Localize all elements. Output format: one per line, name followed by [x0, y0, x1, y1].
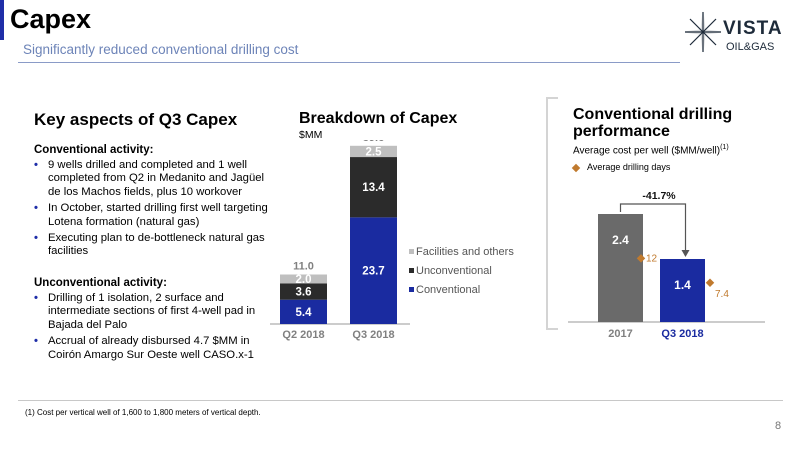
unconventional-list: Drilling of 1 isolation, 2 surface and i…	[34, 292, 269, 365]
unconventional-heading: Unconventional activity:	[34, 277, 167, 289]
drilling-days-label: 7.4	[715, 289, 729, 300]
bar	[660, 259, 705, 322]
legend-label: Facilities and others	[416, 246, 514, 258]
x-tick-label: 2017	[608, 328, 632, 340]
bar-segment	[280, 299, 327, 324]
bar-value-label: 13.4	[362, 182, 385, 194]
x-tick-label: Q3 2018	[352, 329, 394, 341]
capex-unit-label: $MM	[299, 129, 323, 141]
legend-swatch	[409, 249, 414, 254]
legend-swatch	[409, 268, 414, 273]
section-bracket	[546, 97, 558, 330]
bar-total-label: 39.6	[363, 140, 384, 144]
performance-chart-title: Conventional drilling performance	[573, 106, 733, 140]
legend-label: Conventional	[416, 284, 480, 296]
footnote: (1) Cost per vertical well of 1,600 to 1…	[25, 408, 261, 417]
bar-value-label: 3.6	[296, 287, 312, 299]
drilling-days-marker	[705, 278, 715, 288]
list-item: 9 wells drilled and completed and 1 well…	[34, 159, 269, 199]
reduction-arrowhead-icon	[681, 250, 690, 257]
legend-label: Unconventional	[416, 265, 492, 277]
list-item: In October, started drilling first well …	[34, 202, 269, 229]
bar-value-label: 2.4	[612, 233, 629, 247]
page-subtitle: Significantly reduced conventional drill…	[23, 42, 299, 57]
bar	[598, 214, 643, 322]
footnote-ref: (1)	[720, 144, 729, 151]
footnote-divider	[18, 400, 783, 401]
bar-value-label: 1.4	[674, 278, 691, 292]
page-title: Capex	[10, 4, 92, 34]
list-item: Executing plan to de-bottleneck natural …	[34, 232, 269, 259]
bar-total-label: 11.0	[293, 261, 314, 273]
logo-wordmark: VISTA	[723, 18, 783, 39]
conventional-list: 9 wells drilled and completed and 1 well…	[34, 159, 269, 262]
bar-segment	[350, 157, 397, 218]
bar-segment	[350, 217, 397, 324]
bar-value-label: 23.7	[362, 266, 384, 278]
x-tick-label: Q2 2018	[282, 329, 324, 341]
drilling-days-label: 12	[646, 253, 658, 264]
star-logo-icon	[684, 11, 722, 53]
page-number: 8	[775, 420, 782, 432]
bar-segment	[280, 274, 327, 284]
legend-swatch	[409, 287, 414, 292]
header-divider	[18, 62, 680, 63]
performance-subtitle-text: Average cost per well ($MM/well)	[573, 145, 721, 157]
drilling-days-legend: Average drilling days	[571, 162, 671, 172]
vista-logo: VISTA OIL&GAS	[683, 10, 793, 70]
bar-segment	[280, 283, 327, 300]
logo-subtext: OIL&GAS	[726, 41, 775, 53]
key-aspects-title: Key aspects of Q3 Capex	[34, 110, 238, 129]
capex-chart-title: Breakdown of Capex	[299, 110, 458, 127]
reduction-arrow-line	[619, 203, 687, 251]
bar-segment	[350, 145, 397, 158]
bar-value-label: 2.0	[296, 274, 312, 286]
drilling-performance-chart: 2.4 2017 1.4 Q3 2018 12 7.4 -41.7%	[568, 190, 765, 340]
bar-value-label: 2.5	[366, 146, 383, 158]
x-tick-label: Q3 2018	[661, 328, 703, 340]
list-item: Accrual of already disbursed 4.7 $MM in …	[34, 335, 269, 362]
capex-breakdown-chart: 5.4 3.62.011.0 Q2 2018 23.7 13.4 2.5 39.6 Q3 20…	[270, 140, 514, 341]
title-accent-bar	[0, 0, 4, 40]
bar-value-label: 5.4	[296, 307, 313, 319]
list-item: Drilling of 1 isolation, 2 surface and i…	[34, 292, 269, 332]
performance-subtitle: Average cost per well ($MM/well)(1)	[573, 144, 729, 156]
drilling-days-legend-label: Average drilling days	[587, 162, 671, 172]
reduction-annotation: -41.7%	[642, 190, 676, 202]
diamond-marker-icon	[571, 163, 581, 172]
conventional-heading: Conventional activity:	[34, 144, 154, 156]
